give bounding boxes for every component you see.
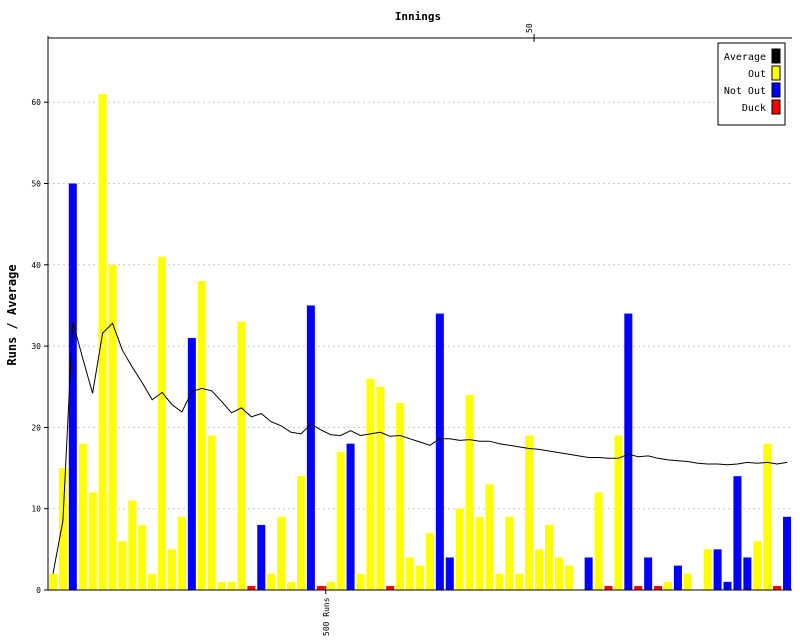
legend-swatch-not-out [771, 82, 781, 98]
innings-bar-34 [376, 386, 385, 590]
innings-bar-73 [763, 443, 772, 590]
innings-bar-52 [554, 557, 563, 590]
innings-bar-62 [654, 586, 663, 590]
innings-bar-47 [505, 516, 514, 590]
innings-bar-57 [604, 586, 613, 590]
bottom-axis-marker-label: 500 Runs [322, 597, 331, 636]
innings-bar-13 [168, 549, 176, 590]
innings-bar-70 [733, 476, 742, 590]
y-tick-label: 50 [31, 180, 41, 189]
y-tick-label: 20 [31, 423, 41, 432]
innings-bar-17 [207, 435, 216, 590]
innings-bar-38 [416, 565, 424, 590]
innings-bar-63 [664, 581, 672, 590]
innings-bar-50 [535, 549, 544, 590]
top-axis-marker-label: 50 [525, 23, 534, 33]
innings-bar-43 [465, 394, 474, 590]
innings-bar-42 [455, 508, 464, 590]
innings-bar-10 [138, 524, 147, 590]
innings-bar-21 [247, 586, 256, 590]
innings-bar-67 [703, 549, 712, 590]
innings-bar-74 [773, 586, 782, 590]
innings-bar-48 [515, 573, 524, 590]
innings-bar-3 [68, 183, 77, 590]
innings-bar-16 [197, 281, 206, 590]
innings-bar-18 [217, 581, 226, 590]
innings-bar-12 [158, 256, 167, 590]
innings-bar-22 [257, 524, 266, 590]
legend: Average Out Not Out Duck [717, 42, 786, 126]
innings-bar-56 [594, 492, 603, 590]
innings-bar-40 [435, 313, 444, 590]
innings-bar-2 [58, 468, 67, 590]
y-tick-label: 30 [31, 342, 41, 351]
innings-bar-20 [237, 321, 246, 590]
innings-bar-30 [336, 451, 345, 590]
y-tick-label: 0 [36, 586, 41, 595]
innings-bar-49 [525, 435, 534, 590]
innings-bar-23 [267, 573, 276, 590]
innings-bar-55 [584, 557, 593, 590]
axes [47, 36, 792, 591]
innings-bar-8 [118, 541, 127, 590]
innings-bar-53 [564, 565, 573, 590]
innings-bar-27 [306, 305, 315, 590]
innings-bar-65 [683, 573, 692, 590]
innings-bar-6 [98, 94, 107, 590]
innings-bar-71 [743, 557, 752, 590]
legend-label-out: Out [748, 69, 766, 80]
innings-bar-32 [356, 573, 365, 590]
innings-bar-11 [148, 573, 157, 590]
innings-bar-26 [296, 476, 305, 590]
y-tick-label: 60 [31, 98, 41, 107]
innings-bar-46 [495, 573, 504, 590]
chart-title: Innings [395, 10, 441, 23]
grid-lines [48, 101, 792, 510]
innings-bar-75 [783, 516, 792, 590]
innings-bar-15 [187, 337, 196, 590]
y-ticks: 0 10 20 30 40 50 60 [31, 98, 48, 595]
innings-bar-72 [753, 541, 762, 590]
innings-bar-19 [227, 581, 236, 590]
innings-bar-25 [287, 581, 296, 590]
innings-bar-14 [177, 516, 186, 590]
innings-bar-58 [614, 435, 623, 590]
innings-bar-1 [48, 573, 57, 590]
innings-bar-39 [425, 533, 434, 590]
y-tick-label: 10 [31, 505, 41, 514]
innings-bars [48, 94, 792, 590]
innings-bar-33 [366, 378, 375, 590]
innings-bar-9 [128, 500, 137, 590]
innings-bar-24 [277, 516, 286, 590]
innings-bar-31 [346, 443, 355, 590]
innings-bar-29 [326, 581, 335, 590]
y-axis-label: Runs / Average [5, 264, 19, 365]
innings-bar-4 [78, 443, 87, 590]
innings-bar-41 [445, 557, 454, 590]
innings-bar-28 [316, 586, 325, 590]
innings-bar-51 [544, 524, 553, 590]
legend-label-not-out: Not Out [724, 86, 766, 97]
innings-bar-69 [723, 581, 732, 590]
innings-bar-35 [386, 586, 395, 590]
y-tick-label: 40 [31, 261, 41, 270]
innings-bar-61 [644, 557, 653, 590]
innings-bar-45 [485, 484, 494, 590]
legend-swatch-out [771, 65, 781, 81]
innings-bar-7 [108, 264, 117, 590]
innings-bar-59 [624, 313, 633, 590]
legend-label-average: Average [724, 52, 766, 63]
innings-bar-64 [673, 565, 682, 590]
legend-label-duck: Duck [742, 103, 766, 114]
legend-swatch-average [771, 48, 781, 64]
innings-bar-68 [713, 549, 722, 590]
innings-bar-60 [634, 586, 643, 590]
innings-bar-36 [396, 403, 405, 590]
innings-bar-44 [475, 516, 484, 590]
legend-swatch-duck [771, 99, 781, 115]
average-line [52, 321, 788, 574]
innings-bar-37 [406, 557, 415, 590]
innings-bar-5 [88, 492, 97, 590]
